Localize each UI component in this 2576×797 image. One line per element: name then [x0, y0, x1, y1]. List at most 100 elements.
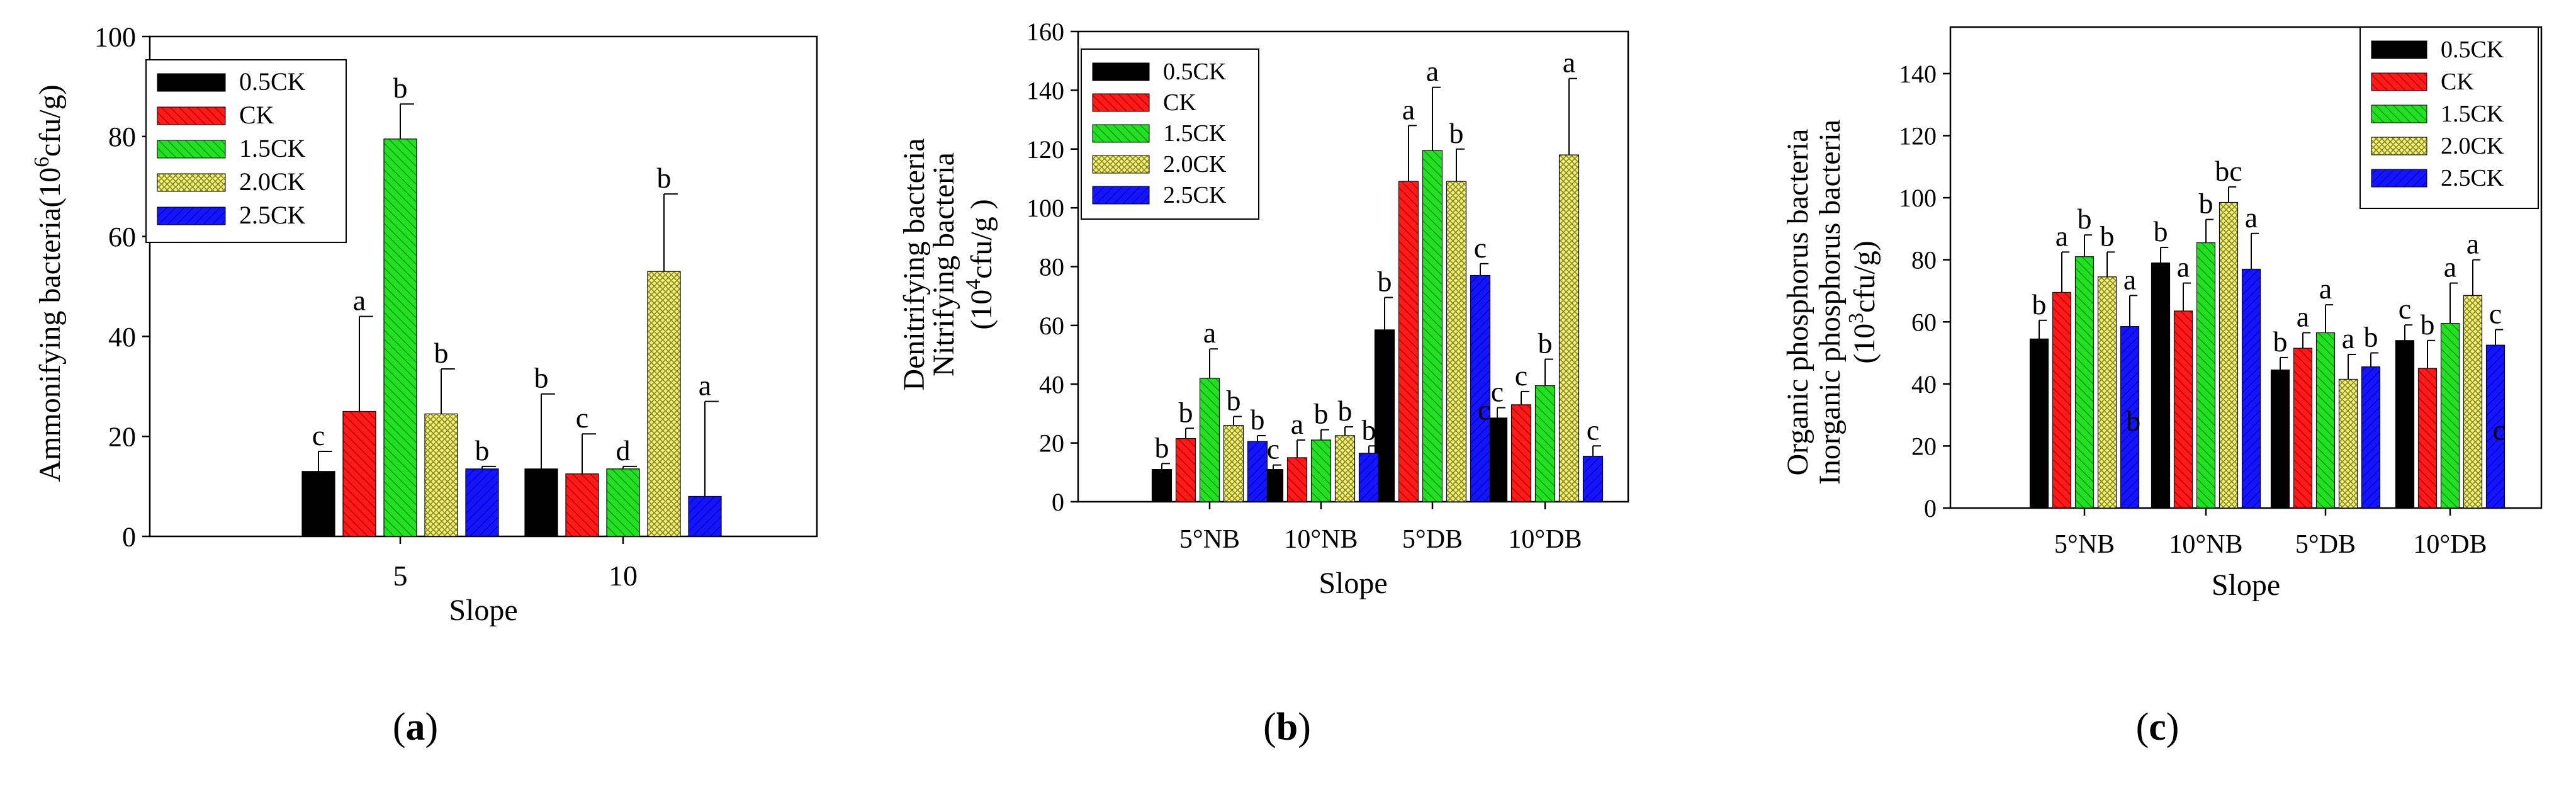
x-tick-label-10degdb: 10°DB	[2413, 530, 2487, 559]
y-tick-label: 140	[1026, 76, 1064, 105]
significance-letter: a	[1563, 47, 1575, 79]
bar-2-5ck-10degnb	[2241, 268, 2261, 509]
significance-letter: b	[1179, 396, 1193, 428]
significance-letter: b	[1538, 327, 1553, 359]
bar-ck-10	[565, 473, 599, 537]
bar-2-5ck-5	[465, 468, 499, 537]
significance-letter-extra: b	[2126, 405, 2140, 437]
x-axis-label: Slope	[449, 594, 517, 627]
bar-2-0ck-5degdb	[1446, 181, 1467, 502]
significance-letter: a	[2245, 201, 2258, 234]
bar-1-5ck-10degnb	[2196, 242, 2216, 509]
bar-1-5ck-5degnb	[2074, 256, 2095, 509]
x-tick-label-5: 5	[393, 560, 408, 592]
significance-letter: a	[2342, 322, 2354, 354]
bar-2-0ck-5degnb	[1223, 425, 1244, 502]
bar-2-0ck-10degnb	[2219, 201, 2239, 509]
legend-swatch-0-5ck	[1092, 62, 1150, 81]
legend-label-2-0ck: 2.0CK	[2441, 133, 2504, 159]
y-tick-label: 160	[1026, 18, 1064, 46]
significance-letter: b	[2273, 325, 2288, 358]
y-axis-label-line-3: (104cfu/g )	[962, 199, 999, 329]
y-tick-label: 120	[1899, 122, 1937, 150]
bar-2-0ck-10degnb	[1334, 435, 1356, 502]
legend-swatch-2-5ck	[157, 206, 226, 225]
y-tick-label: 20	[108, 422, 136, 453]
x-axis-label: Slope	[2212, 568, 2280, 602]
significance-letter: a	[1426, 55, 1439, 88]
significance-letter: a	[1402, 93, 1415, 125]
bar-ck-5degdb	[2293, 348, 2313, 509]
y-axis-label-line-1: Denitrifying bacteria	[897, 138, 931, 390]
significance-letter: c	[312, 419, 325, 451]
legend-swatch-1-5ck	[1092, 124, 1150, 143]
y-tick-label: 40	[108, 322, 136, 353]
x-tick-label-10degnb: 10°NB	[1284, 525, 1358, 554]
x-tick-label-5degnb: 5°NB	[1179, 525, 1240, 554]
significance-letter: a	[1291, 408, 1303, 440]
bar-0-5ck-5degnb	[2029, 338, 2049, 509]
y-tick-label: 120	[1026, 135, 1064, 164]
legend-swatch-2-0ck	[157, 173, 226, 192]
significance-letter-extra: c	[2493, 414, 2506, 446]
significance-letter: c	[1267, 433, 1280, 465]
significance-letter: b	[657, 162, 672, 194]
y-tick-label: 140	[1899, 60, 1937, 88]
bar-2-5ck-5degnb	[2120, 326, 2140, 509]
y-tick-label: 80	[108, 122, 136, 152]
panel-label-b: (b)	[1263, 706, 1311, 749]
y-tick-label: 60	[1911, 308, 1937, 336]
significance-letter: a	[2297, 301, 2309, 333]
bar-ck-10degdb	[2417, 368, 2438, 509]
y-tick-label: 20	[1039, 429, 1064, 458]
y-tick-label: 20	[1911, 432, 1937, 460]
significance-letter: b	[1449, 117, 1464, 149]
legend-swatch-0-5ck	[2371, 40, 2427, 59]
x-tick-label-10degdb: 10°DB	[1508, 525, 1582, 554]
y-tick-label: 80	[1039, 253, 1064, 281]
x-tick-label-5degnb: 5°NB	[2054, 530, 2115, 559]
panel-label-a: (a)	[393, 706, 438, 749]
y-tick-label: 40	[1039, 370, 1064, 398]
bar-2-5ck-5degdb	[1470, 274, 1491, 502]
bar-2-0ck-10degdb	[2463, 295, 2483, 509]
significance-letter: c	[1515, 359, 1527, 392]
bar-ck-5degnb	[1175, 438, 1196, 502]
significance-letter: d	[616, 434, 631, 466]
bar-2-0ck-10	[647, 271, 681, 537]
significance-letter: b	[1155, 431, 1169, 463]
significance-letter: b	[475, 434, 490, 466]
y-axis-label-line-2: Nitrifying bacteria	[927, 152, 960, 376]
legend-swatch-2-5ck	[2371, 169, 2427, 188]
x-tick-label-10degnb: 10°NB	[2169, 530, 2242, 559]
significance-letter: a	[1203, 317, 1216, 349]
y-axis-label-line-1: Ammonifying bacteria(106cfu/g)	[30, 84, 67, 482]
significance-letter: a	[2177, 251, 2190, 283]
bar-2-5ck-5degdb	[2361, 366, 2381, 509]
significance-letter: c	[1474, 232, 1487, 264]
significance-letter: b	[393, 72, 408, 104]
bar-2-5ck-5degnb	[1247, 441, 1268, 502]
legend-label-0-5ck: 0.5CK	[239, 67, 306, 96]
bar-1-5ck-10	[606, 468, 640, 537]
bar-ck-10degnb	[2173, 310, 2193, 509]
significance-letter: a	[699, 370, 711, 402]
legend-swatch-2-0ck	[1092, 155, 1150, 174]
x-axis-label: Slope	[1319, 567, 1387, 600]
significance-letter: a	[2319, 273, 2332, 305]
bar-1-5ck-5	[383, 138, 417, 537]
y-tick-label: 80	[1911, 246, 1937, 274]
bar-2-5ck-10degdb	[2485, 344, 2506, 509]
significance-letter: a	[2466, 228, 2479, 260]
y-axis-label-line-3: (103cfu/g)	[1845, 240, 1882, 363]
y-tick-label: 0	[1052, 488, 1064, 516]
bar-0-5ck-10degdb	[1487, 417, 1508, 502]
legend-swatch-1-5ck	[2371, 105, 2427, 123]
bar-0-5ck-5degdb	[2270, 370, 2290, 509]
y-axis-label-line-1: Organic phosphorus bacteria	[1781, 129, 1814, 476]
bar-2-5ck-10degdb	[1582, 456, 1604, 502]
bar-0-5ck-10degnb	[2151, 263, 2171, 509]
significance-letter: b	[2078, 203, 2092, 235]
